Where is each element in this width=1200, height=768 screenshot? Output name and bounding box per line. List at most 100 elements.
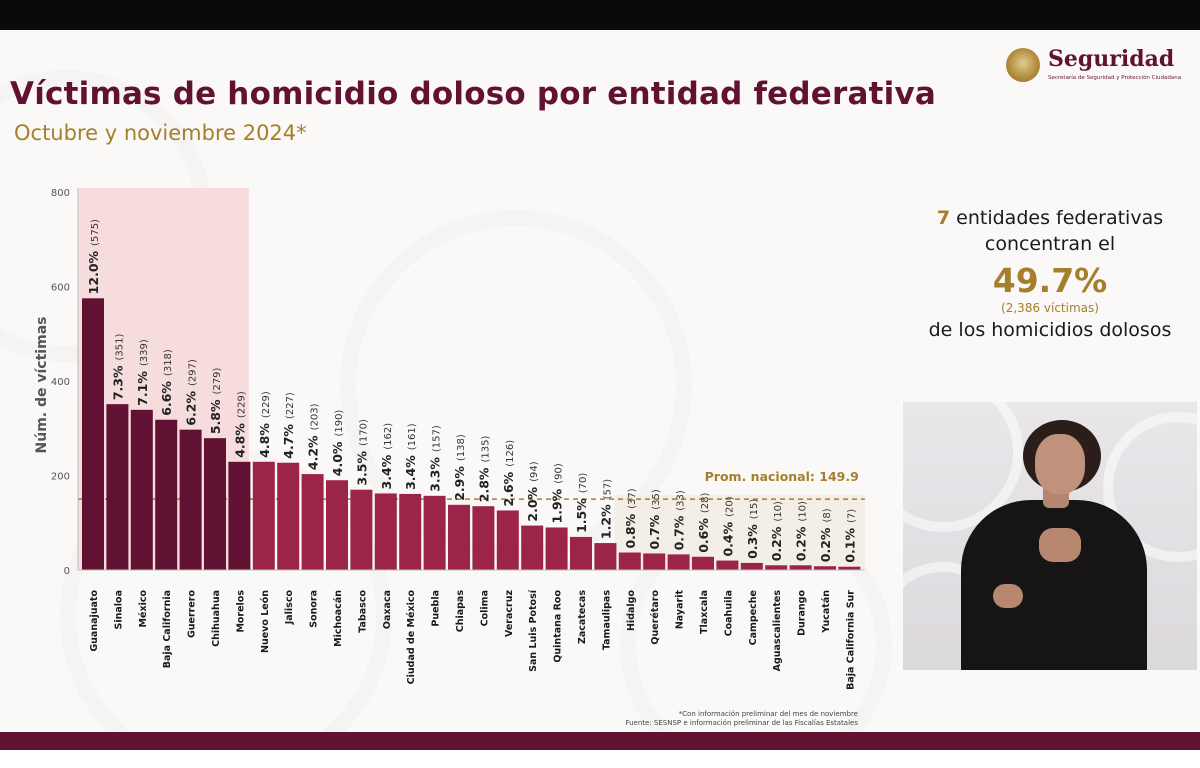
category-label: Nuevo León: [260, 590, 271, 653]
bar-value-label: 1.2%(57): [598, 479, 613, 539]
bar-count-label: (10): [773, 501, 784, 522]
category-labels-group: Guanajuato Sinaloa México Baja California Gu…: [89, 589, 856, 690]
bar-quer-taro: [643, 553, 666, 570]
bar-value-label: 4.2%(203): [306, 403, 321, 470]
bar-count-label: (229): [261, 391, 272, 418]
bar-chiapas: [448, 504, 470, 570]
bar-count-label: (70): [578, 473, 589, 494]
bar-tamaulipas: [594, 543, 617, 570]
slide-title: Víctimas de homicidio doloso por entidad…: [10, 76, 936, 112]
category-label: Michoacán: [333, 590, 344, 647]
bar-guanajuato: [82, 298, 104, 570]
bar-count-label: (157): [432, 425, 443, 452]
bar-count-label: (7): [846, 509, 857, 523]
bar-baja-california-sur: [838, 566, 861, 570]
summary-text-3: de los homicidios dolosos: [928, 319, 1172, 341]
bar-value-label: 0.7%(35): [647, 489, 662, 549]
bar-value-label: 0.6%(28): [696, 492, 711, 552]
bar-count-label: (35): [651, 489, 662, 510]
summary-count: 7: [936, 207, 951, 229]
bar-value-label: 3.4%(162): [379, 423, 394, 490]
bar-value-label: 3.5%(170): [354, 419, 369, 486]
category-label: Sonora: [309, 590, 320, 628]
bar-value-label: 0.4%(20): [720, 496, 735, 556]
category-label: Puebla: [431, 590, 442, 627]
bar-count-label: (94): [529, 461, 540, 482]
bottom-brand-bar: [0, 732, 1200, 750]
summary-panel: 7 entidades federativas concentran el 49…: [900, 205, 1200, 343]
summary-line-1: 7 entidades federativas: [900, 205, 1200, 231]
bar-tabasco: [350, 489, 373, 570]
bar-value-label: 2.0%(94): [525, 461, 540, 521]
category-label: Zacatecas: [577, 590, 588, 644]
summary-victims: (2,386 víctimas): [1001, 301, 1099, 315]
seguridad-logo: Seguridad Secretaría de Seguridad y Prot…: [1004, 46, 1200, 88]
category-label: Durango: [797, 590, 808, 636]
category-label: Aguascalientes: [772, 590, 783, 672]
category-label: México: [138, 590, 149, 628]
bar-chart: Prom. nacional: 149.9 12.0%(575) 7.3%(351…: [34, 188, 865, 727]
category-label: Yucatán: [821, 590, 832, 634]
category-label: Coahuila: [723, 590, 734, 636]
bar-count-label: (57): [602, 479, 613, 500]
bar-count-label: (135): [480, 436, 491, 463]
interpreter-hand: [993, 584, 1023, 608]
bar-count-label: (161): [407, 423, 418, 450]
bar-value-label: 0.2%(8): [818, 508, 833, 562]
bar-count-label: (227): [285, 392, 296, 419]
bar-colima: [472, 506, 495, 570]
bar-count-label: (575): [90, 219, 101, 246]
y-tick-label: 800: [51, 188, 70, 199]
bar-value-label: 3.4%(161): [403, 423, 418, 490]
bar-count-label: (351): [114, 333, 125, 360]
bar-count-label: (8): [822, 508, 833, 522]
bottom-white-band: [0, 750, 1200, 768]
bar-nayarit: [667, 554, 690, 570]
video-background-pattern: [903, 402, 1023, 532]
bar-count-label: (37): [627, 488, 638, 509]
summary-text-1: entidades federativas: [956, 207, 1164, 229]
bar-value-label: 0.8%(37): [623, 488, 638, 548]
category-label: Guerrero: [187, 590, 198, 639]
bar-sinaloa: [106, 404, 129, 570]
bar-veracruz: [496, 510, 519, 570]
category-label: Veracruz: [504, 590, 515, 637]
bar-value-label: 12.0%(575): [86, 219, 101, 294]
bar-count-label: (28): [700, 492, 711, 513]
category-label: Tlaxcala: [699, 590, 710, 634]
category-label: Nayarit: [675, 590, 686, 630]
bar-quintana-roo: [545, 527, 568, 570]
bar-count-label: (170): [358, 419, 369, 446]
bar-sonora: [301, 474, 324, 570]
bar-count-label: (339): [139, 339, 150, 366]
y-tick-label: 600: [51, 283, 70, 294]
category-label: Baja California Sur: [845, 590, 856, 690]
category-label: Jalisco: [284, 590, 295, 626]
y-tick-label: 0: [64, 566, 70, 577]
interpreter-body: [961, 500, 1147, 670]
interpreter-hand: [1039, 528, 1081, 562]
category-label: San Luis Potosí: [528, 589, 539, 672]
logo-name: Seguridad: [1048, 46, 1175, 72]
bar-labels-group: 12.0%(575) 7.3%(351) 7.1%(339) 6.6%(318) 6.2…: [86, 219, 857, 563]
bar-value-label: 0.3%(15): [745, 499, 760, 559]
bar-yucat-n: [814, 566, 836, 570]
bar-count-label: (297): [188, 359, 199, 386]
bar-count-label: (20): [724, 496, 735, 517]
summary-text-2: concentran el: [984, 233, 1116, 255]
bar-ciudad-de-m-xico: [399, 493, 422, 570]
bar-count-label: (229): [236, 391, 247, 418]
y-axis: 0 200 400 600 800: [51, 188, 865, 577]
category-label: Chihuahua: [211, 590, 222, 647]
bar-count-label: (15): [749, 499, 760, 520]
bar-value-label: 4.8%(229): [232, 391, 247, 458]
category-label: Guanajuato: [89, 590, 100, 652]
bar-value-label: 7.1%(339): [135, 339, 150, 406]
sign-language-video: [903, 402, 1197, 670]
category-label: Baja California: [162, 590, 173, 668]
summary-percent: 49.7%: [992, 261, 1108, 300]
footnote-line-1: *Con información preliminar del mes de n…: [679, 710, 858, 718]
bar-count-label: (138): [456, 434, 467, 461]
bar-value-label: 6.6%(318): [159, 349, 174, 416]
interpreter-face: [1035, 434, 1085, 494]
